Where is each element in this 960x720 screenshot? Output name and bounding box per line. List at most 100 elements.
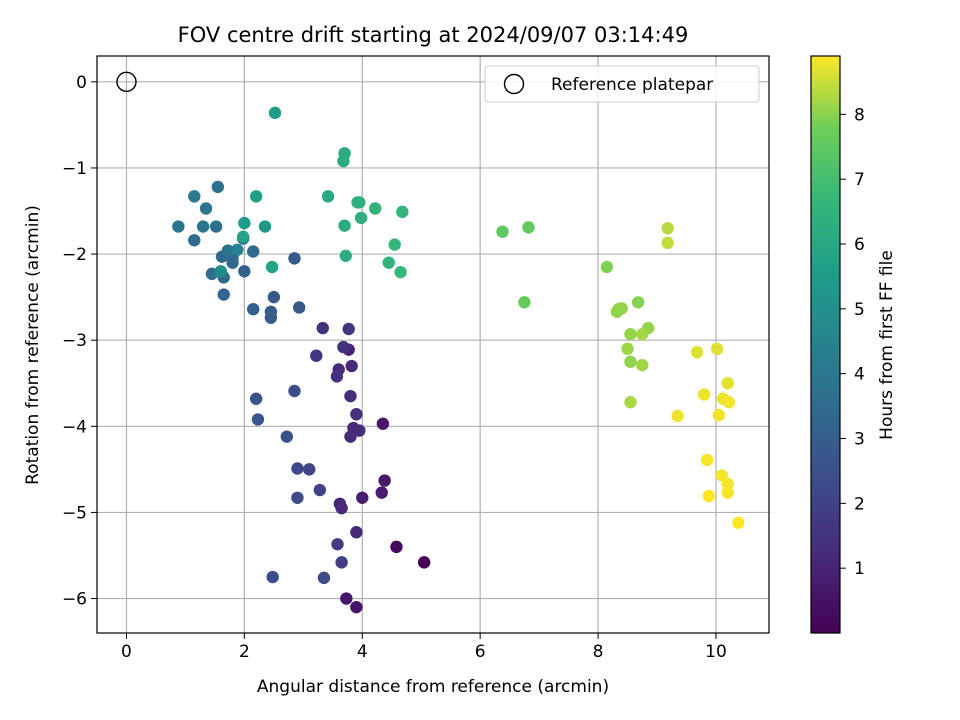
data-point: [214, 265, 227, 278]
colorbar-tick-label: 2: [854, 494, 865, 514]
x-tick-label: 0: [121, 642, 132, 662]
data-point: [624, 355, 637, 368]
colorbar-label: Hours from first FF file: [877, 250, 897, 440]
data-point: [375, 486, 388, 499]
data-point: [636, 358, 649, 372]
x-tick-label: 10: [705, 642, 727, 662]
reference-marker-layer: [116, 71, 137, 93]
data-point: [690, 346, 704, 359]
data-point: [339, 249, 352, 262]
data-point: [697, 388, 711, 401]
data-point: [335, 501, 348, 515]
data-point: [636, 327, 649, 341]
data-point: [353, 196, 366, 209]
data-point: [238, 216, 251, 230]
data-point: [288, 384, 301, 398]
y-tick-label: −3: [62, 331, 87, 351]
data-point: [188, 234, 201, 247]
y-tick-label: −5: [62, 503, 87, 523]
data-point: [335, 556, 348, 569]
y-tick-label: 0: [76, 73, 87, 93]
data-point: [251, 413, 265, 426]
data-point: [350, 526, 363, 539]
data-point: [350, 408, 363, 421]
data-point: [522, 221, 535, 234]
colorbar-tick-label: 3: [854, 430, 865, 450]
data-point: [354, 211, 368, 225]
data-point: [721, 377, 734, 390]
x-tick-label: 4: [357, 642, 368, 662]
data-point: [313, 483, 327, 497]
data-point: [671, 409, 684, 423]
data-point: [350, 600, 363, 614]
colorbar: [810, 55, 841, 634]
data-point: [338, 219, 351, 232]
data-point: [712, 408, 726, 422]
data-point: [265, 260, 279, 274]
data-point: [264, 311, 278, 325]
data-point: [600, 260, 614, 274]
data-point: [631, 296, 645, 309]
data-point: [267, 290, 281, 304]
data-point: [330, 370, 344, 383]
data-point: [188, 190, 201, 203]
data-point: [258, 220, 272, 233]
y-tick-label: −4: [62, 417, 87, 437]
data-point: [310, 349, 323, 362]
data-point: [196, 220, 210, 233]
data-point: [732, 516, 745, 529]
data-point: [721, 486, 734, 499]
data-point: [722, 396, 736, 409]
data-point: [345, 359, 358, 373]
data-point: [211, 180, 225, 194]
colorbar-tick-label: 4: [854, 365, 865, 385]
reference-platepar-marker: [116, 71, 137, 93]
data-point: [518, 296, 531, 309]
legend-label-reference: Reference platepar: [551, 75, 713, 95]
colorbar-tick-label: 5: [854, 300, 865, 320]
data-point: [342, 322, 355, 336]
data-point: [369, 202, 382, 215]
colorbar-tick-label: 7: [854, 170, 865, 190]
y-tick-label: −6: [62, 590, 87, 610]
data-point: [353, 424, 366, 437]
grid-lines: [97, 56, 769, 633]
data-point: [340, 592, 353, 605]
colorbar-ticks: 1 2 3 4 5 6 7 8: [840, 105, 865, 579]
chart-title: FOV centre drift starting at 2024/09/07 …: [178, 23, 689, 47]
data-point: [702, 489, 716, 503]
data-point: [231, 243, 244, 256]
colorbar-tick-label: 8: [854, 105, 865, 125]
data-point: [288, 252, 301, 265]
x-tick-label: 6: [475, 642, 486, 662]
data-point: [624, 396, 637, 409]
x-axis-label: Angular distance from reference (arcmin): [257, 677, 609, 697]
data-point: [337, 340, 350, 354]
x-axis-ticks: 0 2 4 6 8 10: [121, 633, 727, 662]
data-point: [291, 462, 304, 475]
data-point: [388, 238, 401, 251]
data-point: [268, 106, 282, 120]
y-tick-label: −1: [62, 159, 87, 179]
data-point: [249, 392, 263, 405]
data-point: [249, 190, 263, 203]
plot-area-frame: [96, 55, 770, 634]
data-point: [661, 236, 674, 250]
data-point: [710, 342, 724, 356]
data-point: [721, 477, 734, 491]
x-tick-label: 8: [593, 642, 604, 662]
data-point: [661, 222, 674, 235]
data-point: [199, 202, 213, 215]
data-point: [217, 288, 230, 301]
data-point: [378, 474, 391, 487]
y-axis-ticks: 0 −1 −2 −3 −4 −5 −6: [62, 73, 97, 610]
data-point: [337, 154, 350, 168]
data-points: [172, 106, 745, 614]
data-point: [356, 491, 369, 504]
colorbar-tick-label: 1: [854, 559, 865, 579]
data-point: [321, 190, 335, 203]
data-point: [266, 570, 279, 584]
data-point: [316, 321, 329, 335]
data-point: [292, 301, 306, 314]
